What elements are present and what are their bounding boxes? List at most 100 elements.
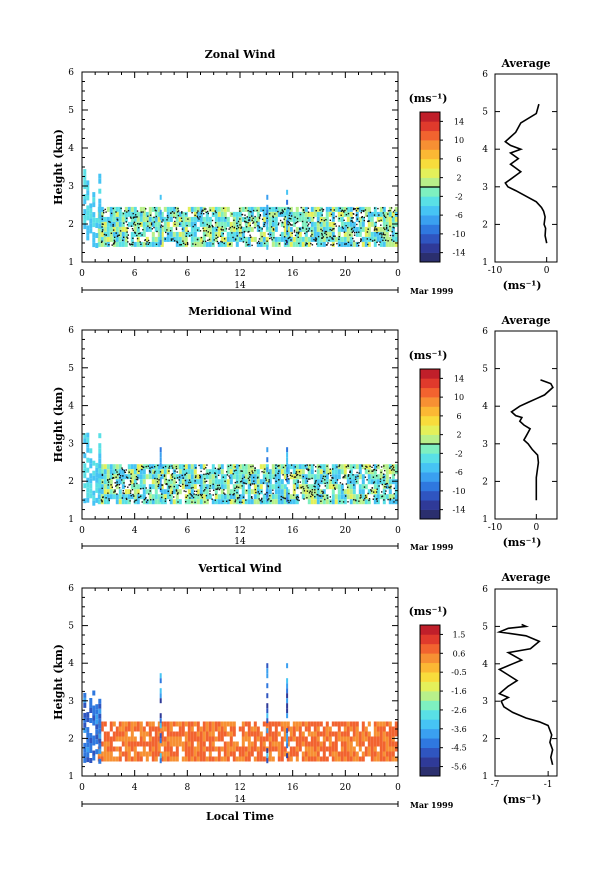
contour-dot <box>116 218 118 220</box>
heatmap-cell <box>89 738 93 743</box>
contour-dot <box>122 475 124 477</box>
heatmap-cell <box>92 490 96 496</box>
contour-dot <box>329 500 332 503</box>
contour-dot <box>104 208 106 211</box>
heatmap-cell <box>256 211 260 217</box>
heatmap-cell <box>220 206 224 212</box>
contour-dot <box>251 215 253 217</box>
heatmap-cell <box>388 241 392 247</box>
y-tick-label: 5 <box>68 106 74 116</box>
heatmap-cell <box>250 226 254 232</box>
heatmap-cell <box>220 756 224 762</box>
contour-dot <box>214 472 217 475</box>
heatmap-cell <box>151 746 155 752</box>
heatmap-cell <box>370 741 374 747</box>
contour-dot <box>158 479 160 481</box>
heatmap-cell <box>86 205 90 211</box>
heatmap-cell <box>376 226 380 232</box>
contour-dot <box>244 207 247 209</box>
contour-dot <box>124 471 126 473</box>
contour-dot <box>272 492 274 495</box>
heatmap-cell <box>109 226 113 232</box>
contour-dot <box>165 478 167 481</box>
contour-dot <box>136 210 139 212</box>
heatmap-cell <box>307 211 311 217</box>
contour-dot <box>382 239 384 242</box>
heatmap-cell <box>187 756 191 762</box>
contour-dot <box>108 220 110 223</box>
contour-dot <box>181 212 183 214</box>
heatmap-cell <box>178 216 182 222</box>
heatmap-cell <box>202 474 206 480</box>
heatmap-cell <box>86 180 90 186</box>
contour-dot <box>127 241 129 243</box>
heatmap-cell <box>286 477 289 483</box>
heatmap-cell <box>226 489 230 495</box>
contour-dot <box>168 467 170 469</box>
heatmap-cell <box>235 756 239 762</box>
heatmap-cell <box>133 484 137 490</box>
contour-dot <box>252 209 255 212</box>
heatmap-cell <box>160 751 164 757</box>
heatmap-cell <box>133 216 137 222</box>
heatmap-cell <box>139 721 143 727</box>
contour-dot <box>326 244 328 246</box>
contour-dot <box>147 215 149 217</box>
contour-dot <box>206 464 208 466</box>
heatmap-cell <box>394 721 398 727</box>
contour-dot <box>285 239 287 242</box>
heatmap-cell <box>373 741 377 747</box>
heatmap-cell <box>178 474 182 480</box>
x-tick-label: 12 <box>234 783 245 793</box>
heatmap-cell <box>388 221 392 227</box>
heatmap-cell <box>148 216 152 222</box>
contour-dot <box>123 236 125 238</box>
heatmap-cell <box>274 474 278 480</box>
heatmap-cell <box>361 494 365 500</box>
heatmap-cell <box>292 731 296 737</box>
contour-dot <box>249 234 251 236</box>
heatmap-cell <box>346 736 350 742</box>
contour-dot <box>209 485 211 487</box>
contour-dot <box>102 210 105 212</box>
heatmap-cell <box>325 756 329 762</box>
colorbar-swatch <box>420 691 440 701</box>
contour-dot <box>310 242 312 245</box>
heatmap-cell <box>340 469 344 475</box>
colorbar-swatch <box>420 406 440 417</box>
contour-dot <box>258 217 261 220</box>
contour-dot <box>295 221 298 224</box>
contour-dot <box>186 243 189 245</box>
contour-dot <box>259 499 261 502</box>
heatmap-cell <box>316 221 320 227</box>
heatmap-cell <box>346 221 350 227</box>
heatmap-cell <box>322 221 326 227</box>
contour-dot <box>389 477 391 479</box>
contour-dot <box>347 465 349 467</box>
contour-dot <box>380 224 382 226</box>
heatmap-cell <box>295 226 299 232</box>
heatmap-cell <box>184 236 188 242</box>
heatmap-cell <box>139 211 143 217</box>
heatmap-cell <box>247 746 251 752</box>
heatmap-cell <box>166 221 170 227</box>
heatmap-cell <box>178 736 182 742</box>
heatmap-cell <box>130 469 134 475</box>
contour-dot <box>128 471 130 473</box>
heatmap-cell <box>382 746 386 752</box>
average-title: Average <box>500 57 550 70</box>
heatmap-cell <box>325 721 329 727</box>
contour-dot <box>231 225 233 228</box>
contour-dot <box>327 242 329 244</box>
contour-dot <box>314 239 317 242</box>
heatmap-cell <box>172 751 176 757</box>
contour-dot <box>391 216 393 218</box>
heatmap-cell <box>382 731 386 737</box>
heatmap-cell <box>187 726 191 732</box>
contour-dot <box>223 238 226 240</box>
heatmap-cell <box>175 736 179 742</box>
contour-dot <box>320 495 322 497</box>
heatmap-cell <box>109 216 113 222</box>
contour-dot <box>183 468 185 471</box>
heatmap-cell <box>157 221 161 227</box>
